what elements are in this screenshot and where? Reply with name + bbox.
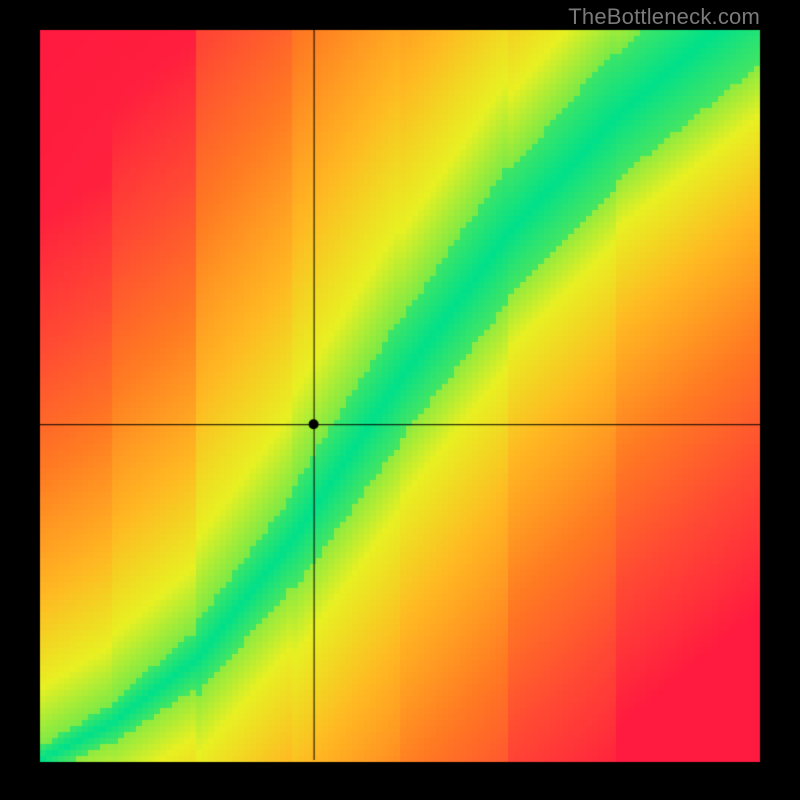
bottleneck-heatmap [0,0,800,800]
chart-container: TheBottleneck.com [0,0,800,800]
watermark-text: TheBottleneck.com [568,4,760,30]
